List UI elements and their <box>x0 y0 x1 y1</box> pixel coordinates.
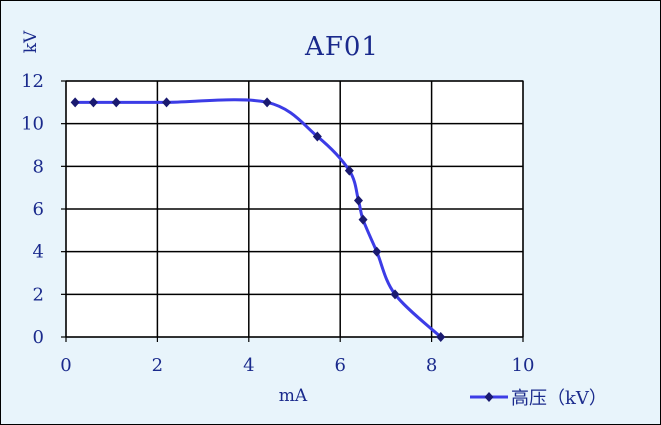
data-point <box>312 131 322 142</box>
data-point <box>88 97 98 108</box>
y-tick-label: 10 <box>21 114 44 135</box>
x-axis-label: mA <box>279 386 308 406</box>
legend-label: 高压（kV） <box>511 388 607 409</box>
x-tick-label: 10 <box>512 355 535 376</box>
y-tick-label: 12 <box>21 71 44 92</box>
data-point <box>262 97 272 108</box>
x-tick-label: 4 <box>243 355 254 376</box>
data-point <box>390 289 400 300</box>
data-point <box>436 332 446 342</box>
data-point <box>70 97 80 108</box>
y-tick-label: 4 <box>33 242 44 263</box>
x-tick-label: 2 <box>152 355 163 376</box>
data-point <box>353 195 363 206</box>
chart-title: AF01 <box>304 32 379 62</box>
data-point <box>358 214 368 225</box>
data-point <box>111 97 121 108</box>
y-tick-label: 0 <box>33 327 44 348</box>
y-tick-label: 2 <box>33 284 44 305</box>
legend-swatch-marker <box>484 392 494 402</box>
data-point <box>162 97 172 108</box>
data-point <box>372 246 382 257</box>
x-tick-label: 0 <box>60 355 71 376</box>
x-tick-label: 6 <box>334 355 345 376</box>
y-axis-label: kV <box>21 30 41 53</box>
y-tick-label: 8 <box>33 156 44 177</box>
x-tick-label: 8 <box>426 355 437 376</box>
data-point <box>344 165 354 176</box>
y-tick-label: 6 <box>33 199 44 220</box>
